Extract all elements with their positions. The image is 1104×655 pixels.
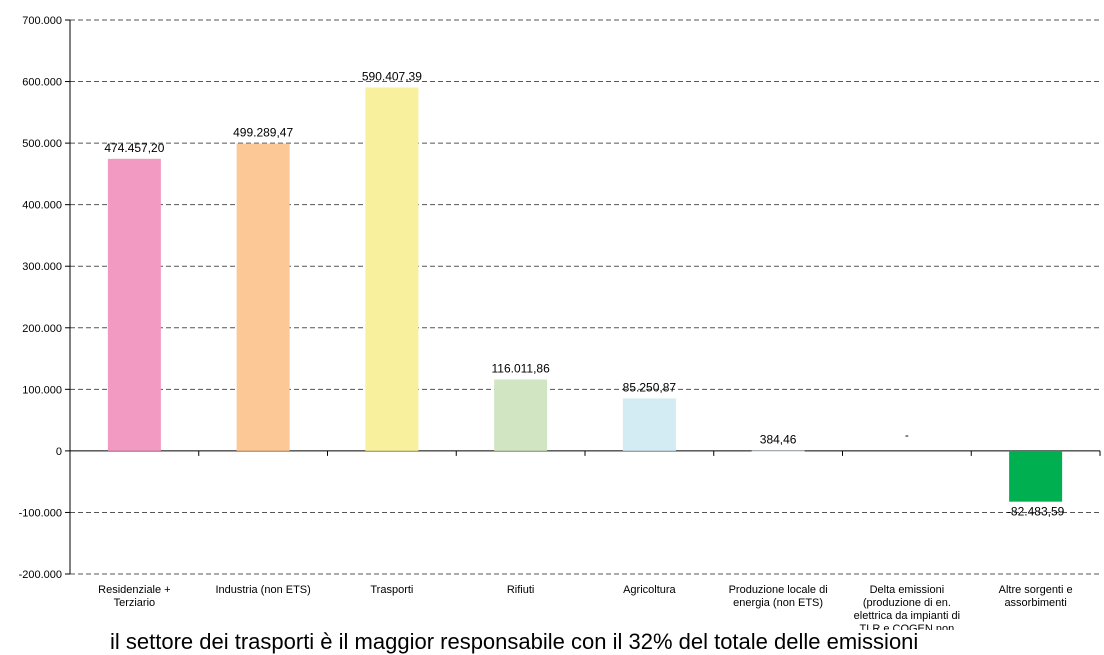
data-label: 590.407,39 [362, 69, 422, 83]
category-label: energia (non ETS) [733, 597, 823, 609]
bar [365, 87, 419, 451]
category-label: Rifiuti [507, 584, 535, 596]
data-label: - [905, 428, 909, 442]
y-tick-label: -100.000 [19, 507, 62, 519]
data-label: 384,46 [760, 433, 797, 447]
y-tick-label: 200.000 [22, 323, 62, 335]
category-label: Residenziale + [98, 584, 170, 596]
data-labels: 474.457,20 499.289,47 590.407,39 116.011,86… [104, 69, 1064, 518]
category-label: Produzione locale di [729, 584, 828, 596]
category-label: Industria (non ETS) [215, 584, 310, 596]
bar [1009, 450, 1063, 502]
bar [107, 158, 161, 451]
category-label: Altre sorgenti e [999, 584, 1073, 596]
bar-chart: -200.000 -100.000 0 100.000 200.000 300.000 40… [19, 15, 1101, 630]
axes: -200.000 -100.000 0 100.000 200.000 300.000 40… [19, 15, 1101, 581]
y-tick-label: 100.000 [22, 384, 62, 396]
y-tick-label: 400.000 [22, 200, 62, 212]
y-tick-label: 700.000 [22, 15, 62, 27]
category-label: Trasporti [370, 584, 413, 596]
y-tick-label: 500.000 [22, 138, 62, 150]
bar [236, 143, 290, 451]
gridlines [70, 19, 1100, 575]
category-label: Delta emissioni [870, 584, 945, 596]
category-labels: Residenziale +Terziario Industria (non ET… [98, 584, 1072, 630]
y-tick-label: 600.000 [22, 77, 62, 89]
data-label: 116.011,86 [491, 361, 550, 375]
data-label: -82.483,59 [1007, 505, 1065, 519]
category-label: Agricoltura [623, 584, 676, 596]
y-tick-label: -200.000 [19, 569, 62, 581]
category-label: elettrica da impianti di [854, 610, 960, 622]
category-label: assorbimenti [1004, 597, 1066, 609]
category-label: TLR e COGEN non [859, 623, 954, 630]
y-tick-label: 0 [56, 446, 62, 458]
category-label: (produzione di en. [863, 597, 951, 609]
y-tick-label: 300.000 [22, 261, 62, 273]
data-label: 499.289,47 [233, 126, 293, 140]
bar [494, 379, 548, 451]
bar [622, 398, 676, 451]
footer-text: il settore dei trasporti è il maggior re… [110, 629, 919, 654]
bar [751, 450, 805, 452]
bars [107, 87, 1063, 502]
category-label: Terziario [114, 597, 156, 609]
data-label: 474.457,20 [104, 141, 164, 155]
data-label: 85.250,87 [623, 380, 677, 394]
